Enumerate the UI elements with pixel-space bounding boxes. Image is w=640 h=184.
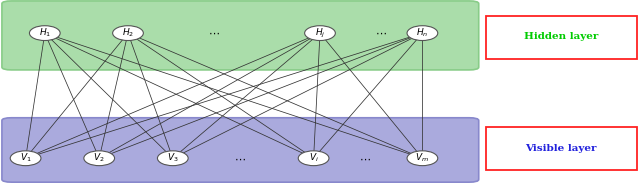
Text: $H_1$: $H_1$	[38, 27, 51, 39]
Ellipse shape	[407, 26, 438, 40]
FancyBboxPatch shape	[486, 127, 637, 170]
Text: $V_2$: $V_2$	[93, 152, 105, 164]
Text: $V_m$: $V_m$	[415, 152, 429, 164]
Text: $\cdots$: $\cdots$	[209, 28, 220, 38]
Ellipse shape	[298, 151, 329, 166]
Text: $H_j$: $H_j$	[315, 26, 325, 40]
Text: $\cdots$: $\cdots$	[234, 153, 246, 163]
Text: Hidden layer: Hidden layer	[524, 32, 598, 41]
Text: $V_1$: $V_1$	[20, 152, 31, 164]
Ellipse shape	[29, 26, 60, 40]
Ellipse shape	[113, 26, 143, 40]
FancyBboxPatch shape	[486, 16, 637, 59]
Text: $V_i$: $V_i$	[308, 152, 319, 164]
FancyBboxPatch shape	[2, 118, 479, 182]
Text: $H_2$: $H_2$	[122, 27, 134, 39]
Text: $\cdots$: $\cdots$	[359, 153, 371, 163]
Ellipse shape	[84, 151, 115, 166]
Text: Visible layer: Visible layer	[525, 144, 597, 153]
Ellipse shape	[407, 151, 438, 166]
Ellipse shape	[305, 26, 335, 40]
Ellipse shape	[157, 151, 188, 166]
Ellipse shape	[10, 151, 41, 166]
Text: $\cdots$: $\cdots$	[375, 28, 387, 38]
FancyBboxPatch shape	[2, 1, 479, 70]
Text: $H_n$: $H_n$	[416, 27, 429, 39]
Text: $V_3$: $V_3$	[167, 152, 179, 164]
